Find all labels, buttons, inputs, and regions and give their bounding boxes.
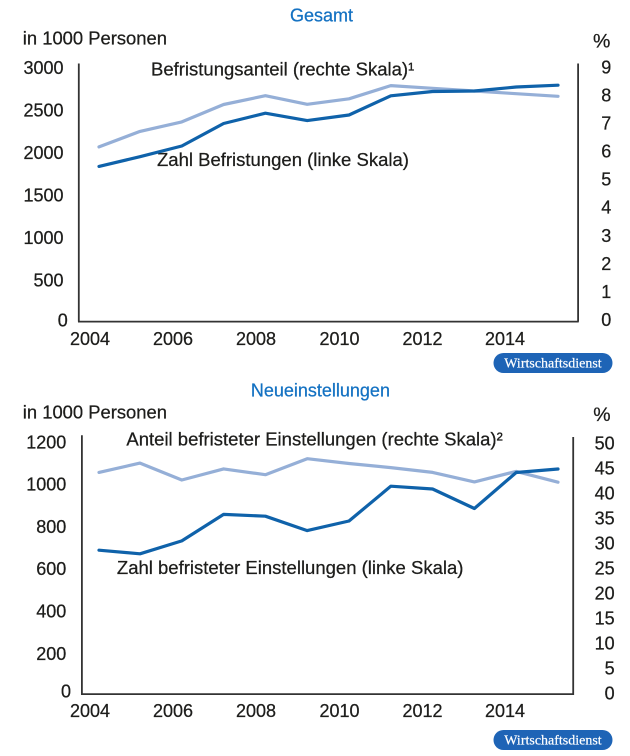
svg-text:7: 7 [601, 114, 611, 134]
svg-text:8: 8 [601, 86, 611, 106]
svg-text:30: 30 [595, 534, 615, 554]
svg-text:6: 6 [601, 142, 611, 162]
svg-text:%: % [593, 30, 610, 52]
svg-text:1000: 1000 [23, 228, 63, 248]
svg-text:600: 600 [36, 559, 66, 579]
svg-text:2000: 2000 [23, 143, 63, 163]
svg-text:35: 35 [595, 509, 615, 529]
svg-text:1: 1 [601, 282, 611, 302]
svg-text:in 1000 Personen: in 1000 Personen [23, 28, 167, 49]
svg-text:Neueinstellungen: Neueinstellungen [251, 380, 390, 400]
svg-text:1500: 1500 [23, 186, 63, 206]
svg-text:1000: 1000 [26, 475, 66, 495]
svg-text:800: 800 [36, 517, 66, 537]
svg-text:2004: 2004 [70, 701, 110, 721]
svg-text:Wirtschaftsdienst: Wirtschaftsdienst [504, 734, 602, 749]
svg-text:2012: 2012 [402, 329, 442, 349]
svg-text:in 1000 Personen: in 1000 Personen [23, 402, 167, 423]
svg-text:Wirtschaftsdienst: Wirtschaftsdienst [504, 357, 602, 372]
svg-text:Zahl befristeter Einstellungen: Zahl befristeter Einstellungen (linke Sk… [117, 557, 464, 578]
svg-text:%: % [593, 404, 610, 426]
svg-text:2006: 2006 [153, 329, 193, 349]
svg-text:45: 45 [595, 458, 615, 478]
svg-text:2006: 2006 [153, 701, 193, 721]
svg-text:3000: 3000 [23, 58, 63, 78]
svg-text:Gesamt: Gesamt [290, 6, 353, 26]
svg-text:50: 50 [595, 433, 615, 453]
svg-text:2: 2 [601, 254, 611, 274]
svg-text:40: 40 [595, 483, 615, 503]
svg-text:2014: 2014 [485, 701, 525, 721]
svg-text:2500: 2500 [23, 101, 63, 121]
svg-text:5: 5 [601, 170, 611, 190]
svg-text:15: 15 [595, 609, 615, 629]
svg-text:25: 25 [595, 559, 615, 579]
svg-text:2010: 2010 [319, 701, 359, 721]
svg-text:1200: 1200 [26, 432, 66, 452]
svg-text:500: 500 [33, 271, 63, 291]
svg-text:2010: 2010 [319, 329, 359, 349]
svg-text:9: 9 [601, 57, 611, 77]
svg-text:10: 10 [595, 634, 615, 654]
svg-text:0: 0 [58, 310, 68, 330]
svg-text:0: 0 [61, 682, 71, 702]
svg-text:20: 20 [595, 584, 615, 604]
svg-text:2004: 2004 [70, 329, 110, 349]
svg-text:0: 0 [601, 310, 611, 330]
svg-text:Anteil befristeter Einstellung: Anteil befristeter Einstellungen (rechte… [126, 429, 502, 450]
svg-text:Zahl Befristungen (linke Skala: Zahl Befristungen (linke Skala) [157, 149, 409, 170]
svg-text:400: 400 [36, 602, 66, 622]
svg-text:200: 200 [36, 644, 66, 664]
svg-text:5: 5 [605, 659, 615, 679]
svg-text:3: 3 [601, 226, 611, 246]
svg-text:Befristungsanteil (rechte Skal: Befristungsanteil (rechte Skala)¹ [151, 59, 414, 80]
svg-text:2008: 2008 [236, 329, 276, 349]
svg-text:2008: 2008 [236, 701, 276, 721]
svg-text:2014: 2014 [485, 329, 525, 349]
svg-text:2012: 2012 [402, 701, 442, 721]
svg-text:0: 0 [605, 684, 615, 704]
svg-text:4: 4 [601, 198, 611, 218]
